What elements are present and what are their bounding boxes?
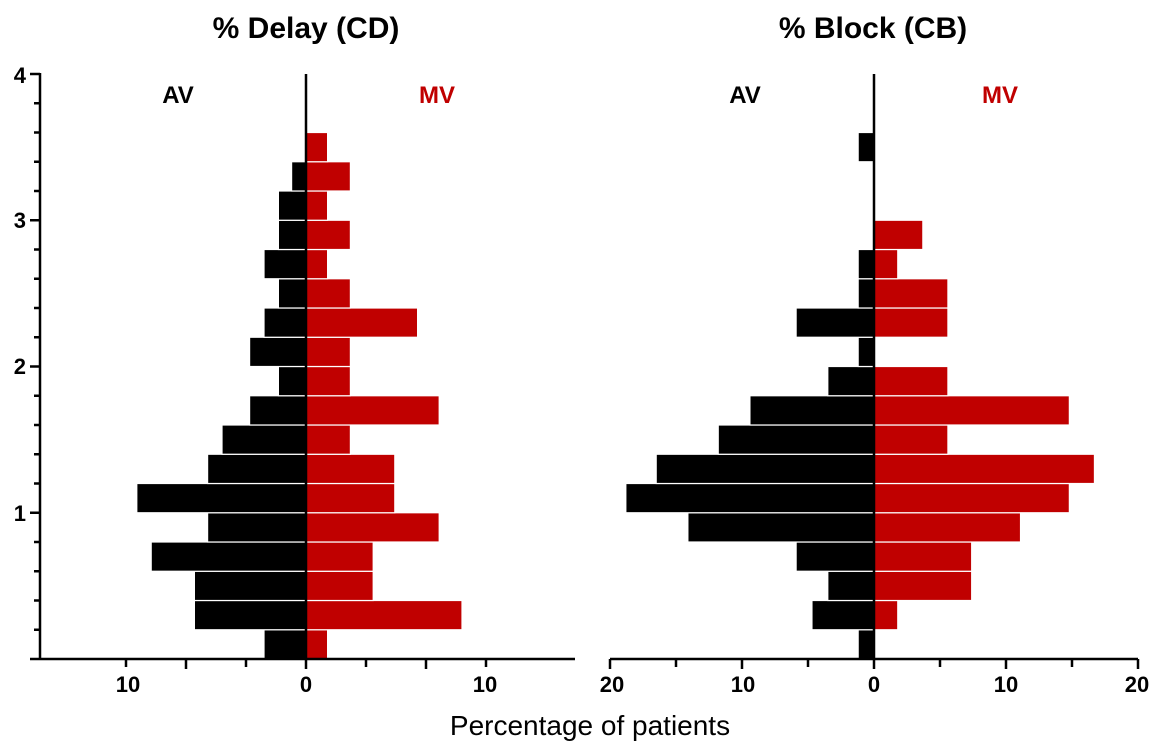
y-tick-label: 3 <box>14 208 26 233</box>
delay-av-bar <box>263 629 307 660</box>
delay-mv-bar <box>305 395 440 426</box>
block-av-bar <box>655 453 875 485</box>
delay-av-label: AV <box>162 82 194 109</box>
delay-x-axis-labels: 10 0 10 <box>116 672 497 697</box>
block-mv-bar <box>873 512 1022 543</box>
delay-av-bar <box>277 219 307 251</box>
x-tick-label: 20 <box>600 672 624 697</box>
x-tick-label: 10 <box>994 672 1018 697</box>
delay-mv-bar <box>305 599 463 631</box>
delay-mv-bar <box>305 541 374 572</box>
block-av-bar <box>717 424 875 455</box>
delay-mv-bar <box>305 248 329 280</box>
delay-mv-bar <box>305 307 419 338</box>
delay-mv-bar <box>305 424 352 455</box>
block-mv-bar <box>873 395 1070 426</box>
delay-mv-bar <box>305 131 329 163</box>
delay-mv-label: MV <box>419 82 455 109</box>
axes <box>30 72 1140 669</box>
delay-av-bar <box>249 336 307 368</box>
delay-av-bar <box>291 161 307 192</box>
block-chart-title: % Block (CB) <box>779 12 967 45</box>
block-mv-bar <box>873 219 924 251</box>
delay-mv-bar <box>305 629 329 660</box>
block-mv-bar <box>873 482 1070 514</box>
block-av-bar <box>687 512 875 543</box>
delay-av-bar <box>249 395 307 426</box>
delay-mv-bar <box>305 219 352 251</box>
delay-av-bar <box>263 307 307 338</box>
block-av-label: AV <box>729 82 761 109</box>
x-tick-label: 10 <box>473 672 497 697</box>
delay-mv-bar <box>305 482 396 514</box>
block-av-bar <box>827 570 875 602</box>
block-av-bar <box>857 248 875 280</box>
x-tick-label: 0 <box>300 672 312 697</box>
delay-mv-bar <box>305 453 396 485</box>
y-tick-label: 1 <box>14 501 26 526</box>
delay-av-bar <box>277 190 307 221</box>
block-av-bar <box>857 131 875 163</box>
block-av-bar <box>857 278 875 309</box>
delay-av-bar <box>207 453 307 485</box>
block-av-bar <box>857 336 875 368</box>
delay-mv-bar <box>305 512 440 543</box>
delay-mv-bar <box>305 190 329 221</box>
delay-av-bar <box>263 248 307 280</box>
x-tick-label: 20 <box>1125 672 1149 697</box>
y-tick-label: 2 <box>14 354 26 379</box>
delay-av-bar <box>193 599 307 631</box>
delay-mv-bar <box>305 278 352 309</box>
x-tick-label: 0 <box>868 672 880 697</box>
delay-mv-bar <box>305 161 352 192</box>
y-tick-label: 4 <box>14 63 27 88</box>
delay-av-bar <box>277 278 307 309</box>
block-mv-bar <box>873 307 949 338</box>
block-mv-bar <box>873 541 973 572</box>
block-mv-bar <box>873 278 949 309</box>
delay-av-bar <box>150 541 307 572</box>
delay-av-bar <box>277 365 307 397</box>
delay-av-bar <box>136 482 307 514</box>
delay-av-bar <box>207 512 307 543</box>
block-mv-bar <box>873 599 899 631</box>
delay-mv-bar <box>305 365 352 397</box>
block-av-bar <box>625 482 875 514</box>
delay-chart-title: % Delay (CD) <box>213 12 400 45</box>
block-mv-bar <box>873 365 949 397</box>
block-mv-bar <box>873 424 949 455</box>
block-av-bar <box>827 365 875 397</box>
block-av-bar <box>795 541 875 572</box>
block-x-axis-labels: 20 10 0 10 20 <box>600 672 1149 697</box>
y-axis: 1 2 3 4 <box>14 63 27 526</box>
block-mv-bar <box>873 570 973 602</box>
delay-mv-bar <box>305 336 352 368</box>
x-axis-title: Percentage of patients <box>450 710 730 741</box>
block-av-bar <box>811 599 875 631</box>
delay-av-bar <box>193 570 307 602</box>
delay-mv-bar <box>305 570 374 602</box>
x-tick-label: 10 <box>116 672 140 697</box>
block-av-bar <box>749 395 875 426</box>
x-tick-label: 10 <box>731 672 755 697</box>
block-av-bar <box>795 307 875 338</box>
block-mv-bar <box>873 453 1096 485</box>
block-mv-bar <box>873 248 899 280</box>
block-mv-label: MV <box>982 82 1018 109</box>
block-av-bar <box>857 629 875 660</box>
delay-av-bar <box>221 424 307 455</box>
bars <box>136 131 1096 660</box>
